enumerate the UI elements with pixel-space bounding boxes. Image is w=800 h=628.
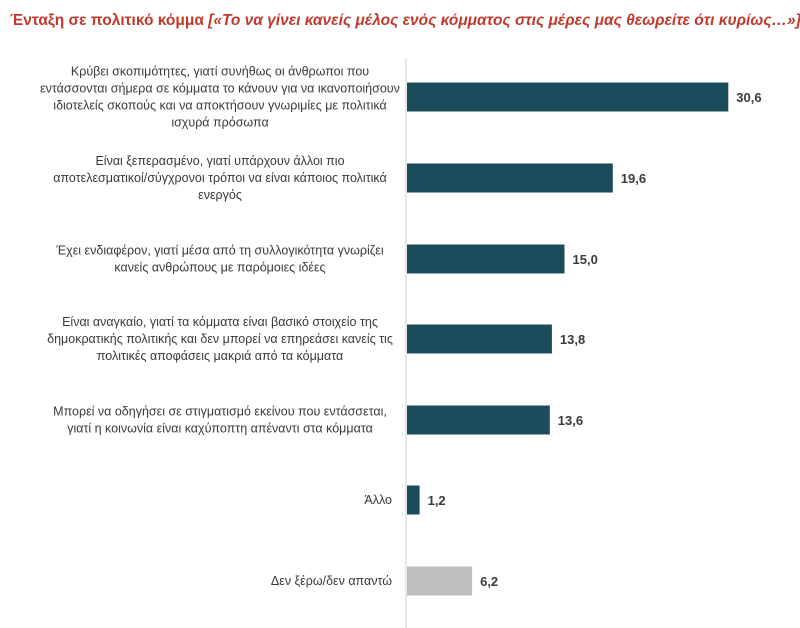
chart-title-main: Ένταξη σε πολιτικό κόμμα: [10, 12, 204, 29]
category-label: Είναι ξεπερασμένο, γιατί υπάρχουν άλλοι …: [53, 154, 387, 202]
category-label: Άλλο: [364, 493, 392, 507]
bar: [407, 163, 613, 193]
category-label-line: αποτελεσματικοί/σύγχρονοι τρόποι να είνα…: [53, 171, 387, 185]
category-label: Μπορεί να οδηγήσει σε στιγματισμό εκείνο…: [53, 405, 387, 436]
category-label-line: Είναι ξεπερασμένο, γιατί υπάρχουν άλλοι …: [95, 154, 344, 168]
category-label: Είναι αναγκαίο, γιατί τα κόμματα είναι β…: [47, 315, 393, 363]
category-label-line: Είναι αναγκαίο, γιατί τα κόμματα είναι β…: [62, 315, 378, 329]
category-label-line: ενεργός: [198, 188, 242, 202]
chart-title-question: [«Το να γίνει κανείς μέλος ενός κόμματος…: [208, 12, 800, 29]
category-label-line: ισχυρά πρόσωπα: [171, 116, 268, 130]
category-label-line: Μπορεί να οδηγήσει σε στιγματισμό εκείνο…: [53, 405, 387, 419]
category-label-line: πολιτικές αποφάσεις μακριά από τα κόμματ…: [97, 349, 343, 363]
category-label-line: Άλλο: [364, 493, 392, 507]
category-label: Έχει ενδιαφέρον, γιατί μέσα από τη συλλο…: [55, 244, 383, 275]
bar: [407, 566, 473, 596]
value-label: 1,2: [428, 493, 446, 508]
category-label: Κρύβει σκοπιμότητες, γιατί συνήθως οι άν…: [40, 65, 400, 130]
category-label-line: Δεν ξέρω/δεν απαντώ: [271, 574, 392, 588]
value-label: 13,8: [560, 332, 585, 347]
value-label: 15,0: [573, 252, 598, 267]
category-label: Δεν ξέρω/δεν απαντώ: [271, 574, 392, 588]
category-label-line: κανείς ανθρώπους με παρόμοιες ιδέες: [114, 261, 325, 275]
bar: [407, 324, 552, 354]
category-label-line: γιατί η κοινωνία είναι καχύποπτη απέναντ…: [67, 422, 373, 436]
category-label-line: Κρύβει σκοπιμότητες, γιατί συνήθως οι άν…: [71, 65, 369, 79]
value-label: 30,6: [736, 90, 761, 105]
value-label: 6,2: [480, 574, 498, 589]
category-label-line: Έχει ενδιαφέρον, γιατί μέσα από τη συλλο…: [55, 244, 383, 258]
bar: [407, 485, 420, 515]
chart-title: Ένταξη σε πολιτικό κόμμα [«Το να γίνει κ…: [10, 12, 800, 30]
value-label: 19,6: [621, 171, 646, 186]
category-label-line: ιδιοτελείς σκοπούς και να αποκτήσουν γνω…: [53, 99, 386, 113]
value-label: 13,6: [558, 413, 583, 428]
category-label-line: δημοκρατικής πολιτικής και δεν μπορεί να…: [47, 332, 393, 346]
bar: [407, 244, 565, 274]
bar: [407, 405, 550, 435]
category-label-line: εντάσσονται σήμερα σε κόμματα το κάνουν …: [40, 82, 400, 96]
bar: [407, 82, 729, 112]
